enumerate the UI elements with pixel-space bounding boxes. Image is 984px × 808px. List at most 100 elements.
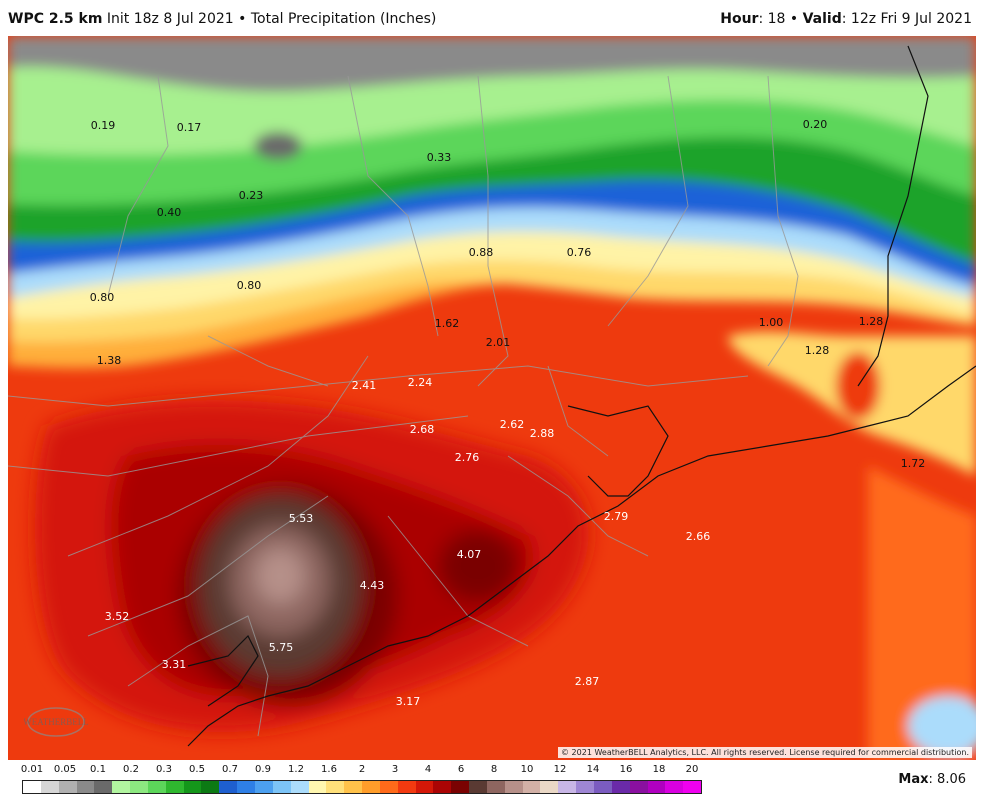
legend-swatch bbox=[594, 781, 612, 793]
legend-swatch bbox=[308, 781, 327, 793]
legend-swatch bbox=[415, 781, 434, 793]
weatherbell-logo: WEATHERBELL bbox=[24, 700, 88, 740]
legend-swatch bbox=[40, 781, 59, 793]
legend-swatch bbox=[344, 781, 363, 793]
legend-swatch bbox=[576, 781, 594, 793]
map-value-label: 2.79 bbox=[604, 510, 629, 523]
legend-swatch bbox=[326, 781, 345, 793]
legend-swatch bbox=[165, 781, 184, 793]
map-value-label: 1.72 bbox=[901, 457, 926, 470]
legend-swatch bbox=[629, 781, 648, 793]
map-value-label: 0.40 bbox=[157, 206, 182, 219]
map-value-label: 2.87 bbox=[575, 675, 600, 688]
precipitation-legend: 0.01 0.05 0.1 0.2 0.3 0.5 0.7 0.9 1.2 1.6 2 3 4 6 8 10 1… bbox=[20, 764, 702, 800]
legend-swatch bbox=[451, 781, 470, 793]
map-value-label: 4.07 bbox=[457, 548, 482, 561]
map-value-label: 2.01 bbox=[486, 336, 511, 349]
legend-swatch bbox=[379, 781, 398, 793]
legend-swatch bbox=[183, 781, 202, 793]
valid-label: Valid bbox=[802, 11, 842, 27]
legend-tick-label: 2 bbox=[358, 764, 366, 775]
legend-swatch bbox=[23, 781, 41, 793]
separator: • bbox=[238, 11, 247, 27]
hour-label: Hour bbox=[720, 11, 759, 27]
legend-swatch bbox=[254, 781, 273, 793]
legend-swatch bbox=[540, 781, 559, 793]
map-value-label: 1.28 bbox=[859, 315, 884, 328]
legend-swatch bbox=[433, 781, 452, 793]
map-canvas: 0.19 0.17 0.20 0.33 0.23 0.40 0.88 0.76 0.80 0.80… bbox=[8, 36, 976, 760]
legend-swatch bbox=[147, 781, 166, 793]
map-value-label: 0.19 bbox=[91, 119, 116, 132]
map-value-label: 1.00 bbox=[759, 316, 784, 329]
legend-swatch bbox=[558, 781, 577, 793]
legend-swatch bbox=[665, 781, 684, 793]
map-value-label: 0.20 bbox=[803, 118, 828, 131]
map-value-label: 3.17 bbox=[396, 695, 421, 708]
product-name: Total Precipitation (Inches) bbox=[250, 11, 437, 27]
max-value: Max: 8.06 bbox=[898, 772, 966, 787]
map-title: WPC 2.5 km Init 18z 8 Jul 2021 • Total P… bbox=[8, 11, 436, 27]
legend-swatch bbox=[522, 781, 541, 793]
legend-swatch bbox=[647, 781, 666, 793]
legend-tick-label: 16 bbox=[619, 764, 633, 775]
map-value-label: 0.23 bbox=[239, 189, 264, 202]
map-value-label: 5.75 bbox=[269, 641, 294, 654]
max-number: : 8.06 bbox=[928, 772, 966, 787]
legend-swatch bbox=[201, 781, 220, 793]
legend-swatch bbox=[272, 781, 291, 793]
map-value-label: 2.62 bbox=[500, 418, 525, 431]
legend-tick-label: 12 bbox=[553, 764, 567, 775]
map-value-label: 1.38 bbox=[97, 354, 122, 367]
legend-tick-label: 0.2 bbox=[123, 764, 139, 775]
legend-tick-labels: 0.01 0.05 0.1 0.2 0.3 0.5 0.7 0.9 1.2 1.6 2 3 4 6 8 10 1… bbox=[20, 764, 702, 778]
legend-swatch bbox=[94, 781, 113, 793]
map-value-label: 0.76 bbox=[567, 246, 592, 259]
legend-tick-label: 0.7 bbox=[222, 764, 238, 775]
map-value-label: 3.31 bbox=[162, 658, 187, 671]
legend-color-bar bbox=[22, 780, 702, 794]
map-value-label: 4.43 bbox=[360, 579, 385, 592]
map-value-label: 1.28 bbox=[805, 344, 830, 357]
model-name: WPC 2.5 km bbox=[8, 11, 103, 27]
legend-swatch bbox=[130, 781, 148, 793]
map-value-label: 2.88 bbox=[530, 427, 555, 440]
legend-swatch bbox=[486, 781, 505, 793]
svg-text:WEATHERBELL: WEATHERBELL bbox=[24, 717, 88, 727]
valid-time: Hour: 18 • Valid: 12z Fri 9 Jul 2021 bbox=[720, 11, 972, 27]
map-value-label: 2.68 bbox=[410, 423, 435, 436]
legend-swatch bbox=[362, 781, 380, 793]
title-bar: WPC 2.5 km Init 18z 8 Jul 2021 • Total P… bbox=[0, 0, 984, 36]
precipitation-map[interactable]: 0.19 0.17 0.20 0.33 0.23 0.40 0.88 0.76 0.80 0.80… bbox=[8, 36, 976, 760]
map-value-label: 2.41 bbox=[352, 379, 377, 392]
map-value-label: 5.53 bbox=[289, 512, 314, 525]
legend-tick-label: 14 bbox=[586, 764, 600, 775]
legend-tick-label: 4 bbox=[424, 764, 432, 775]
legend-tick-label: 0.05 bbox=[53, 764, 77, 775]
legend-tick-label: 10 bbox=[520, 764, 534, 775]
valid-value: : 12z Fri 9 Jul 2021 bbox=[841, 11, 972, 27]
legend-swatch bbox=[290, 781, 309, 793]
legend-tick-label: 8 bbox=[490, 764, 498, 775]
legend-swatch bbox=[237, 781, 255, 793]
legend-tick-label: 1.6 bbox=[321, 764, 337, 775]
hour-value: : 18 • bbox=[758, 11, 799, 27]
map-value-label: 0.80 bbox=[237, 279, 262, 292]
map-value-label: 3.52 bbox=[105, 610, 130, 623]
max-label: Max bbox=[898, 772, 929, 787]
legend-tick-label: 3 bbox=[391, 764, 399, 775]
legend-swatch bbox=[58, 781, 77, 793]
map-value-label: 0.17 bbox=[177, 121, 202, 134]
map-value-label: 1.62 bbox=[435, 317, 460, 330]
legend-swatch bbox=[397, 781, 416, 793]
legend-swatch bbox=[611, 781, 630, 793]
legend-swatch bbox=[683, 781, 702, 793]
init-time: Init 18z 8 Jul 2021 bbox=[106, 11, 234, 27]
legend-tick-label: 0.01 bbox=[20, 764, 44, 775]
legend-tick-label: 0.5 bbox=[189, 764, 205, 775]
legend-tick-label: 20 bbox=[685, 764, 699, 775]
legend-tick-label: 6 bbox=[457, 764, 465, 775]
legend-swatch bbox=[469, 781, 487, 793]
legend-swatch bbox=[76, 781, 95, 793]
legend-tick-label: 0.3 bbox=[156, 764, 172, 775]
